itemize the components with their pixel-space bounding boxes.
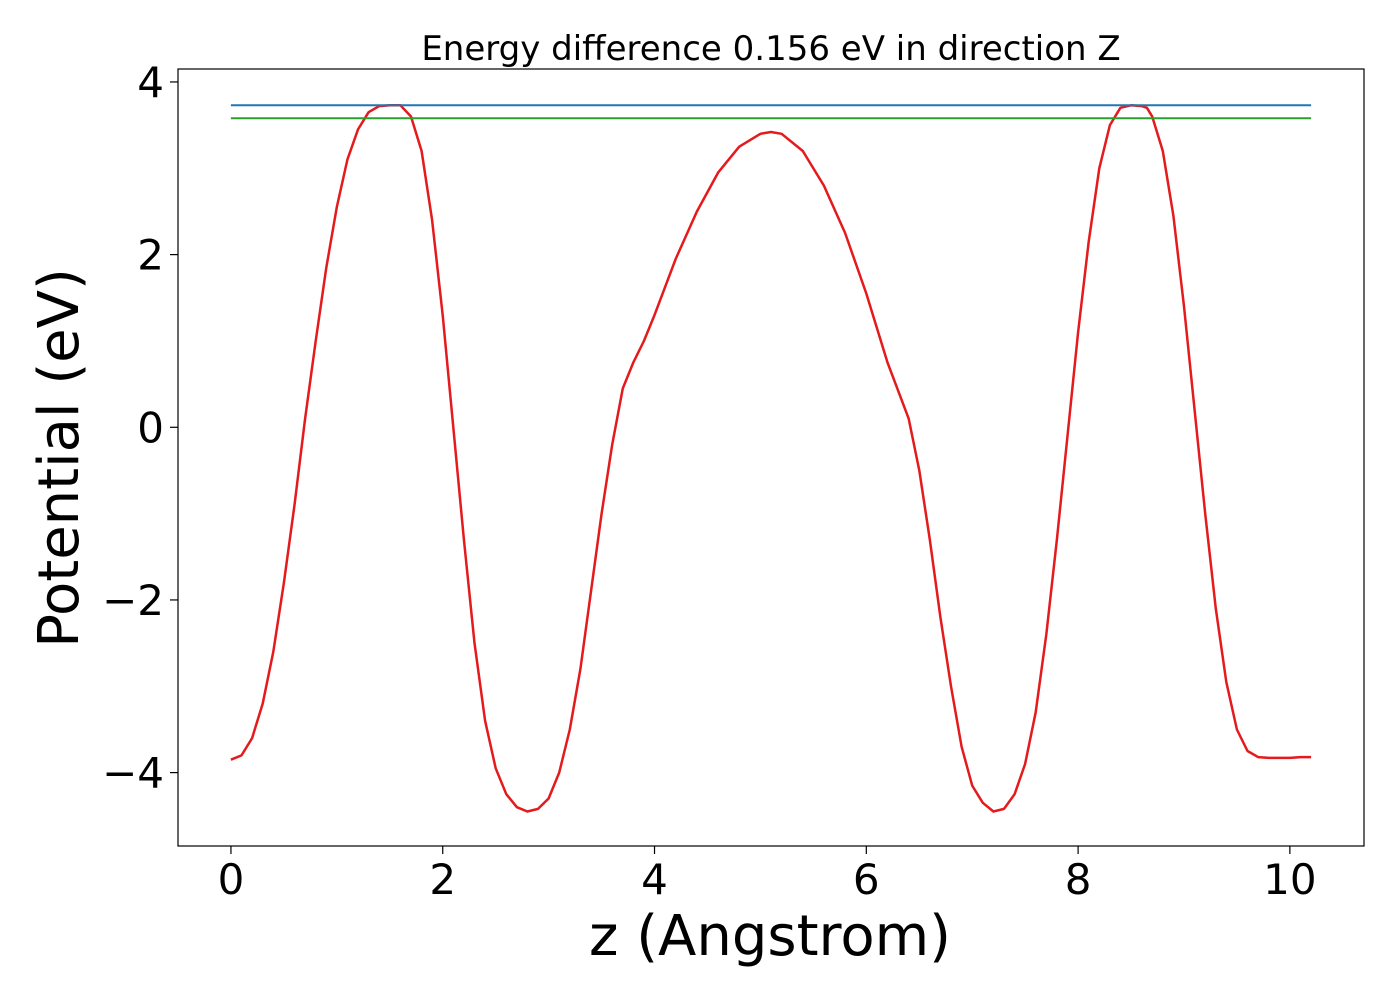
x-tick-label: 4 (641, 855, 668, 904)
x-tick-label: 0 (218, 855, 245, 904)
x-tick-label: 8 (1065, 855, 1092, 904)
chart-title: Energy difference 0.156 eV in direction … (421, 29, 1120, 69)
x-tick-label: 10 (1263, 855, 1316, 904)
x-tick-label: 6 (853, 855, 880, 904)
plot-area (230, 104, 1312, 813)
x-axis: 0 2 4 6 8 10 (218, 846, 1317, 904)
y-tick-label: 4 (137, 58, 164, 107)
y-tick-label: 2 (137, 231, 164, 280)
x-tick-label: 2 (429, 855, 456, 904)
y-tick-label: 0 (137, 403, 164, 452)
y-tick-label: −2 (102, 576, 164, 625)
y-tick-label: −4 (102, 749, 164, 798)
x-axis-label: z (Angstrom) (589, 904, 951, 969)
series-line-1 (230, 104, 1312, 813)
y-axis: −4 −2 0 2 4 (102, 58, 178, 798)
plot-frame (177, 68, 1365, 847)
y-axis-label: Potential (eV) (27, 268, 92, 648)
